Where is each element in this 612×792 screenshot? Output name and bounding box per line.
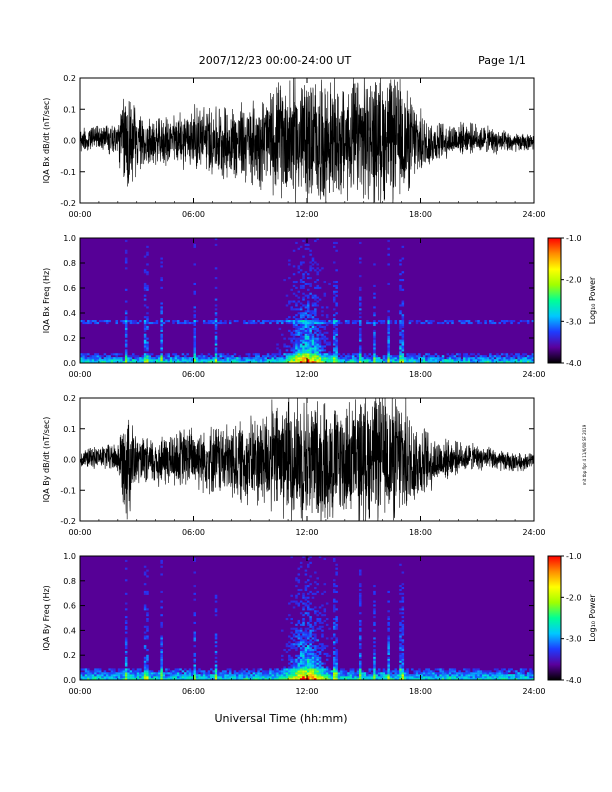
- bx-dbdt-ytick-label: -0.2: [60, 199, 76, 208]
- by-dbdt-ytick-label: 0.1: [63, 425, 76, 434]
- by-spectrogram-colorbar-label: Log₁₀ Power: [588, 594, 597, 642]
- by-dbdt-trace: [80, 398, 534, 521]
- bx-dbdt-trace: [80, 78, 534, 203]
- bx-dbdt-xtick-label: 06:00: [182, 210, 205, 219]
- bx-dbdt-ytick-label: 0.2: [63, 74, 76, 83]
- bx-spectrogram-colorbar-tick-label: -4.0: [566, 359, 582, 368]
- bx-dbdt-xtick-label: 00:00: [68, 210, 91, 219]
- by-spectrogram-colorbar: [547, 555, 562, 681]
- panel-bx-spectrogram: 00:00 06:00 12:00 18:00 24:00 0.0 0.2 0.4 0.6 0.8…: [42, 234, 597, 379]
- by-spectrogram-colorbar-tick-label: -2.0: [566, 593, 582, 602]
- bx-dbdt-xtick-label: 12:00: [295, 210, 318, 219]
- panel-bx-dbdt: 00:00 06:00 12:00 18:00 24:00 -0.2 -0.1 0.0 0.1 0…: [42, 74, 546, 219]
- bx-spectrogram-xtick-label: 06:00: [182, 370, 205, 379]
- by-dbdt-ytick-label: -0.1: [60, 486, 76, 495]
- by-dbdt-ytick-label: 0.2: [63, 394, 76, 403]
- by-spectrogram-ytick-label: 0.6: [63, 602, 76, 611]
- by-dbdt-xtick-label: 18:00: [409, 528, 432, 537]
- by-spectrogram-ytick-label: 0.8: [63, 577, 76, 586]
- panel-by-spectrogram: 00:00 06:00 12:00 18:00 24:00 0.0 0.2 0.4 0.6 0.8…: [42, 552, 597, 696]
- side-note: mit tbp flpr 4 11/6/08 SF 2019: [582, 424, 587, 485]
- bx-dbdt-ylabel: IQA Bx dB/dt (nT/sec): [42, 98, 51, 184]
- bx-spectrogram-colorbar-tick-label: -1.0: [566, 234, 582, 243]
- bx-spectrogram-xtick-label: 18:00: [409, 370, 432, 379]
- bx-spectrogram-colorbar: [547, 237, 562, 364]
- date-range-title: 2007/12/23 00:00-24:00 UT: [199, 54, 352, 67]
- by-spectrogram-ytick-label: 0.2: [63, 651, 76, 660]
- bx-spectrogram-colorbar-tick-label: -2.0: [566, 276, 582, 285]
- bx-dbdt-xtick-label: 24:00: [522, 210, 545, 219]
- by-dbdt-xtick-label: 12:00: [295, 528, 318, 537]
- bx-spectrogram-xtick-label: 24:00: [522, 370, 545, 379]
- by-dbdt-ytick-label: 0.0: [63, 456, 76, 465]
- by-spectrogram-xtick-label: 12:00: [295, 687, 318, 696]
- by-dbdt-xtick-label: 06:00: [182, 528, 205, 537]
- panels: 00:00 06:00 12:00 18:00 24:00 -0.2 -0.1 0.0 0.1 0…: [42, 74, 597, 696]
- by-spectrogram-xtick-label: 06:00: [182, 687, 205, 696]
- bx-spectrogram-ytick-label: 0.2: [63, 334, 76, 343]
- by-dbdt-ylabel: IQA By dB/dt (nT/sec): [42, 417, 51, 503]
- by-spectrogram-ytick-label: 1.0: [63, 552, 76, 561]
- bx-spectrogram-ytick-label: 0.6: [63, 284, 76, 293]
- by-spectrogram-image: [80, 556, 535, 681]
- by-dbdt-xtick-label: 24:00: [522, 528, 545, 537]
- bx-dbdt-xtick-label: 18:00: [409, 210, 432, 219]
- bx-spectrogram-xtick-label: 12:00: [295, 370, 318, 379]
- by-spectrogram-ytick-label: 0.4: [63, 626, 76, 635]
- by-spectrogram-xtick-label: 00:00: [68, 687, 91, 696]
- by-spectrogram-colorbar-tick-label: -4.0: [566, 676, 582, 685]
- bx-spectrogram-colorbar-label: Log₁₀ Power: [588, 276, 597, 324]
- by-spectrogram-xtick-label: 24:00: [522, 687, 545, 696]
- bx-spectrogram-ytick-label: 0.0: [63, 359, 76, 368]
- bx-spectrogram-ylabel: IQA Bx Freq (Hz): [42, 268, 51, 334]
- by-spectrogram-xtick-label: 18:00: [409, 687, 432, 696]
- bx-dbdt-ytick-label: -0.1: [60, 168, 76, 177]
- bx-spectrogram-ytick-label: 0.4: [63, 309, 76, 318]
- bx-dbdt-ytick-label: 0.0: [63, 137, 76, 146]
- page-number: Page 1/1: [478, 54, 526, 67]
- by-spectrogram-colorbar-tick-label: -3.0: [566, 635, 582, 644]
- x-axis-title: Universal Time (hh:mm): [215, 712, 348, 725]
- bx-spectrogram-ytick-label: 0.8: [63, 259, 76, 268]
- bx-spectrogram-xtick-label: 00:00: [68, 370, 91, 379]
- bx-spectrogram-colorbar-tick-label: -3.0: [566, 317, 582, 326]
- bx-spectrogram-ytick-label: 1.0: [63, 234, 76, 243]
- by-spectrogram-colorbar-tick-label: -1.0: [566, 552, 582, 561]
- by-dbdt-ytick-label: -0.2: [60, 517, 76, 526]
- bx-dbdt-ytick-label: 0.1: [63, 105, 76, 114]
- by-dbdt-xtick-label: 00:00: [68, 528, 91, 537]
- bx-spectrogram-image: [80, 238, 535, 364]
- panel-by-dbdt: 00:00 06:00 12:00 18:00 24:00 -0.2 -0.1 0.0 0.1 0…: [42, 394, 546, 537]
- by-spectrogram-ytick-label: 0.0: [63, 676, 76, 685]
- by-spectrogram-ylabel: IQA By Freq (Hz): [42, 585, 51, 651]
